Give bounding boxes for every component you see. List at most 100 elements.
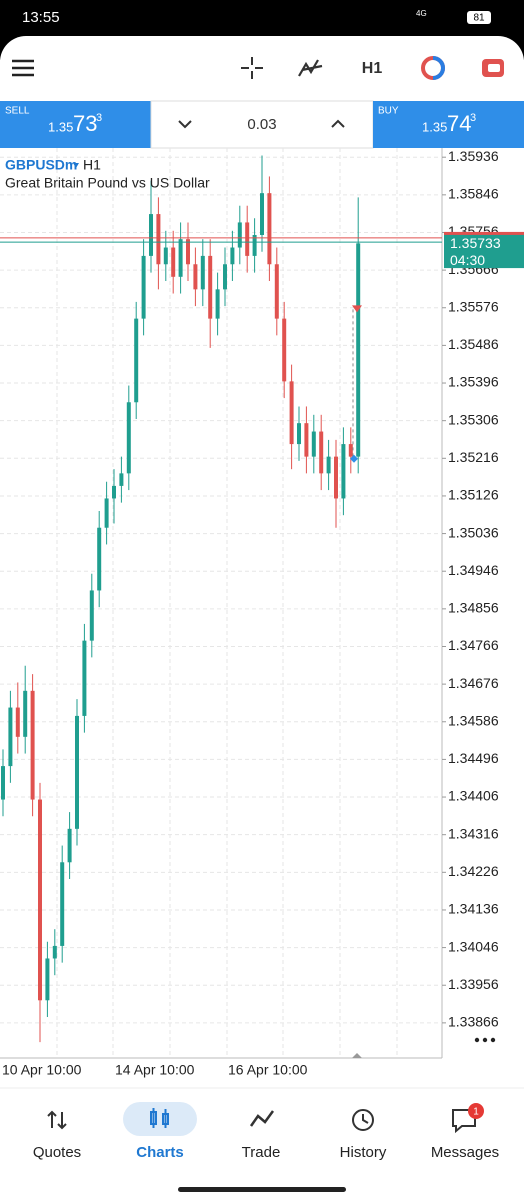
y-tick-label: 1.35306 [448,411,499,427]
candle-body [326,456,331,474]
candle-body [171,247,176,277]
crosshair-icon[interactable] [241,57,263,79]
symbol-label: GBPUSDm [5,157,77,173]
sell-button[interactable] [0,101,151,148]
candle-body [97,527,102,591]
candle-body [356,243,361,457]
candle-body [156,214,161,265]
y-tick-label: 1.34586 [448,712,499,728]
y-tick-label: 1.34496 [448,750,499,766]
volume-up[interactable] [331,119,345,128]
history-icon[interactable] [352,1109,374,1131]
y-tick-label: 1.34406 [448,788,499,804]
battery-body [467,11,491,24]
y-tick-label: 1.34226 [448,863,499,879]
candle-body [334,456,338,499]
status-network: 4G [416,9,427,18]
nav-label[interactable]: Quotes [33,1144,81,1161]
sell-price-sup: 3 [96,112,102,124]
candle-body [267,193,272,265]
trade-icon-half [432,56,445,80]
candle-body [134,318,139,403]
candle-body [289,381,294,445]
candle-body [311,431,316,457]
ask-box-edge [444,231,524,235]
candle-body [208,255,213,319]
x-tick-label: 16 Apr 10:00 [228,1062,308,1078]
bid-price-label: 1.35733 [450,235,501,251]
candle-body [38,799,42,1001]
volume-down[interactable] [178,120,192,129]
scroll-marker [352,1053,362,1058]
trade-nav-icon[interactable] [249,1110,275,1127]
candle-body [15,707,20,737]
buy-marker [350,454,358,463]
nav-label[interactable]: Messages [431,1144,499,1161]
candle-body [8,707,13,767]
symbol-description: Great Britain Pound vs US Dollar [5,175,210,191]
y-tick-label: 1.34316 [448,825,499,841]
charts-icon[interactable] [150,1108,169,1128]
candle-body [75,715,79,829]
candle-body [67,828,72,863]
candle-body [141,255,146,319]
candle-body [1,766,5,800]
candle-body [126,402,131,474]
gesture-bar [178,1187,346,1192]
badge [468,1103,484,1119]
y-tick-label: 1.33866 [448,1014,499,1030]
candle-body [245,222,250,256]
timeframe-button[interactable]: H1 [362,60,383,77]
candle-body [230,247,235,265]
account-icon-inner [488,64,500,72]
buy-button[interactable] [373,101,524,148]
candle-body [178,239,183,277]
candle-body [297,423,301,445]
nav-label[interactable]: Charts [136,1144,184,1161]
candle-body [119,473,124,486]
buy-label: BUY [378,106,399,117]
vertical-grid [56,148,398,1058]
y-tick-label: 1.34946 [448,562,499,578]
candle-body [89,590,94,641]
candle-body [30,690,35,800]
status-time: 13:55 [22,9,60,26]
nav-label[interactable]: History [340,1144,387,1161]
candle-body [82,640,87,716]
symbol-caret [73,163,79,168]
status-battery: 81 [473,13,485,24]
candle-body [193,264,198,290]
menu-icon[interactable] [12,59,34,77]
price-box [444,234,524,269]
x-tick-label: 14 Apr 10:00 [115,1062,195,1078]
candle-body [260,193,264,235]
candle-body [163,247,168,265]
nav-active-pill [123,1102,197,1136]
indicators-icon[interactable] [298,59,323,77]
y-tick-label: 1.35576 [448,298,499,314]
nav-label[interactable]: Trade [242,1144,281,1161]
candle-body [200,255,205,290]
candle-body [304,423,309,457]
candle-body [319,431,324,474]
y-tick-label: 1.34676 [448,675,499,691]
candle-body [186,239,190,265]
candle-body [112,485,116,499]
candle-body [104,498,109,528]
sell-marker [352,305,362,313]
y-tick-label: 1.34856 [448,600,499,616]
candle-body [252,234,257,256]
y-tick-label: 1.35036 [448,524,499,540]
more-dots[interactable] [474,1037,496,1043]
sell-price-big: 73 [73,111,97,136]
candle-body [237,222,242,248]
quotes-icon[interactable] [47,1110,67,1130]
candle-body [282,318,287,382]
sell-label: SELL [5,106,30,117]
badge-count: 1 [473,1107,479,1118]
chart-timeframe: H1 [83,157,101,173]
candle-body [215,289,220,319]
candle-body [149,214,153,256]
y-tick-label: 1.35126 [448,487,499,503]
